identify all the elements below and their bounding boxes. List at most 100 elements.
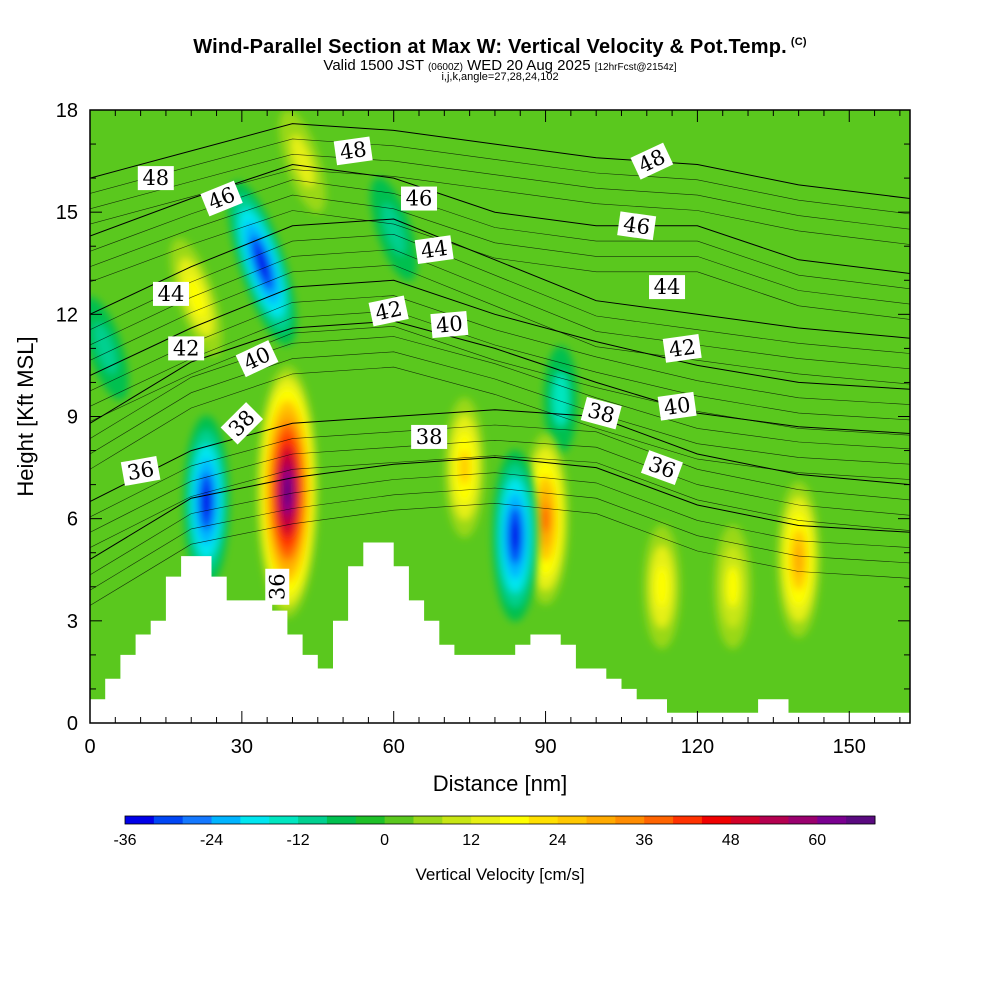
x-tick-label: 60	[383, 736, 405, 758]
contour-label: 36	[120, 456, 161, 486]
colorbar-swatch	[817, 816, 847, 824]
colorbar-swatch	[586, 816, 616, 824]
theta-contour-minor	[90, 424, 910, 518]
colorbar-swatch	[240, 816, 270, 824]
chart-title: Wind-Parallel Section at Max W: Vertical…	[0, 36, 1000, 59]
theta-contour-minor	[90, 455, 910, 548]
theta-contour-minor	[90, 439, 910, 533]
colorbar-swatch	[298, 816, 328, 824]
theta-contour-minor	[90, 295, 910, 405]
w-level-ring	[726, 566, 740, 608]
updraft-core	[714, 524, 752, 649]
theta-contour-minor	[90, 210, 910, 320]
colorbar-swatch	[326, 816, 357, 824]
colorbar-swatch	[701, 816, 732, 824]
theta-contour-minor	[90, 249, 910, 370]
contour-label-text: 36	[265, 573, 289, 600]
updraft-core	[170, 238, 223, 357]
colorbar-tick-label: 24	[549, 832, 567, 849]
contour-label: 40	[430, 311, 469, 339]
colorbar-tick-label: 36	[635, 832, 653, 849]
contour-label-box	[265, 568, 290, 605]
theta-contour-minor	[90, 472, 910, 576]
updraft-core	[444, 397, 485, 538]
contour-label-box	[580, 396, 622, 430]
contour-label-box	[640, 450, 683, 486]
colorbar-swatch	[528, 816, 559, 824]
theta-contour-44	[90, 218, 910, 339]
terrain-profile	[90, 542, 910, 723]
w-level-ring	[290, 135, 315, 187]
contour-label-box	[152, 281, 189, 306]
y-tick-label: 15	[56, 202, 78, 224]
colorbar-swatch	[211, 816, 241, 824]
colorbar-tick-label: -12	[287, 832, 310, 849]
w-level-ring	[552, 372, 570, 427]
x-axis-title: Distance [nm]	[433, 771, 568, 796]
colorbar-swatch	[384, 816, 414, 824]
theta-contour-minor	[90, 233, 910, 354]
downdraft-core	[183, 415, 230, 588]
colorbar-swatch	[759, 816, 789, 824]
colorbar-title: Vertical Velocity [cm/s]	[415, 865, 584, 884]
contour-label: 42	[662, 334, 702, 363]
grid-indices: i,j,k,angle=27,28,24,102	[441, 71, 559, 83]
chart-title-unit: (C)	[790, 36, 807, 49]
theta-contour-36	[90, 456, 910, 560]
theta-contour-minor	[90, 366, 910, 480]
colorbar-swatch	[730, 816, 761, 824]
contour-label: 36	[265, 568, 290, 605]
w-level-ring	[93, 322, 117, 375]
w-level-ring	[655, 566, 669, 608]
colorbar-frame	[124, 815, 876, 825]
y-tick-label: 6	[67, 509, 78, 531]
w-level-ring	[511, 521, 519, 550]
x-tick-label: 150	[833, 736, 866, 758]
theta-contour-minor	[90, 310, 910, 421]
contour-label: 48	[333, 136, 373, 166]
contour-label: 48	[137, 166, 174, 191]
colorbar-swatch	[846, 816, 876, 824]
downdraft-core	[492, 449, 539, 622]
updraft-core	[777, 481, 821, 638]
y-tick-label: 9	[67, 407, 78, 429]
theta-contour-minor	[90, 194, 910, 305]
contour-label: 46	[401, 186, 438, 211]
w-level-ring	[187, 277, 205, 318]
theta-contour-minor	[90, 153, 910, 230]
theta-contour-42	[90, 279, 910, 390]
downdraft-core	[370, 177, 417, 281]
theta-contour-minor	[90, 138, 910, 215]
colorbar-swatch	[125, 816, 155, 824]
forecast-info: [12hrFcst@2154z]	[594, 62, 677, 73]
contour-label: 40	[657, 391, 697, 421]
colorbar-swatch	[788, 816, 818, 824]
colorbar-tick-label: 0	[380, 832, 389, 849]
colorbar-swatch	[269, 816, 299, 824]
contour-label-text: 42	[373, 296, 404, 325]
theta-contour-minor	[90, 487, 910, 591]
contour-label-box	[168, 336, 205, 361]
contour-label-box	[617, 211, 657, 241]
colorbar-tick-label: -24	[200, 832, 223, 849]
colorbar-tick-label: -36	[113, 832, 136, 849]
contour-label: 42	[168, 336, 205, 361]
colorbar-swatch	[471, 816, 501, 824]
contour-label-box	[368, 295, 409, 327]
valid-utc: (0600Z)	[427, 62, 463, 73]
updraft-core	[643, 524, 681, 649]
theta-contour-40	[90, 320, 910, 434]
colorbar-swatch	[153, 816, 184, 824]
contour-label-text: 42	[173, 336, 200, 360]
contour-label-box	[220, 402, 264, 445]
w-level-ring	[256, 249, 268, 277]
valid-prefix: Valid 1500 JST	[323, 57, 424, 74]
contour-label: 44	[414, 235, 454, 265]
contour-label: 44	[152, 281, 189, 306]
theta-contour-minor	[90, 502, 910, 606]
contour-label: 42	[368, 295, 409, 327]
title-block: Wind-Parallel Section at Max W: Vertical…	[0, 36, 1000, 83]
colorbar: -36 -24 -12 0 12 24 36 48 60 Vertical Velocity [c…	[113, 815, 876, 884]
